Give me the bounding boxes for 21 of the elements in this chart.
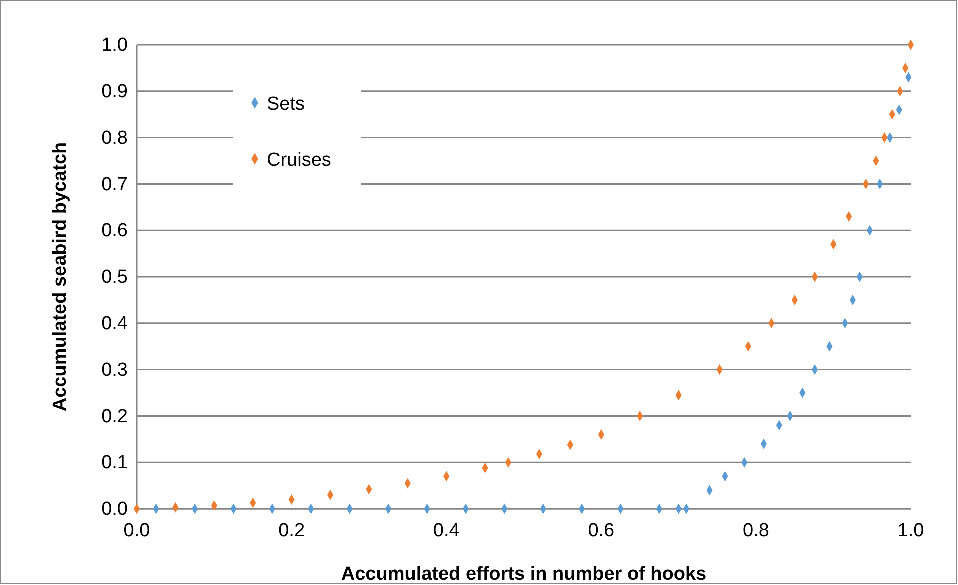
y-axis-title: Accumulated seabird bycatch xyxy=(50,142,71,412)
y-tick-label: 0.7 xyxy=(102,174,128,196)
y-tick-label: 1.0 xyxy=(102,35,128,56)
y-tick-label: 0.1 xyxy=(102,452,128,474)
x-axis-title: Accumulated efforts in number of hooks xyxy=(341,564,707,585)
y-tick-label: 0.9 xyxy=(102,81,128,102)
x-tick-label: 0.2 xyxy=(278,520,306,542)
x-tick-label: 0.6 xyxy=(588,520,615,542)
y-tick-label: 0.3 xyxy=(102,360,128,381)
y-tick-label: 0.2 xyxy=(102,406,128,428)
x-tick-label: 1.0 xyxy=(898,520,924,542)
y-tick-label: 0.0 xyxy=(102,499,128,520)
legend-label: Sets xyxy=(267,94,306,115)
legend-label: Cruises xyxy=(267,150,332,171)
x-tick-label: 0.4 xyxy=(433,520,460,542)
x-tick-label: 0.8 xyxy=(742,520,770,542)
y-tick-label: 0.8 xyxy=(102,128,128,149)
y-tick-label: 0.6 xyxy=(102,220,128,242)
y-tick-label: 0.4 xyxy=(102,313,128,334)
y-tick-label: 0.5 xyxy=(102,267,128,288)
x-tick-label: 0.0 xyxy=(124,520,150,542)
